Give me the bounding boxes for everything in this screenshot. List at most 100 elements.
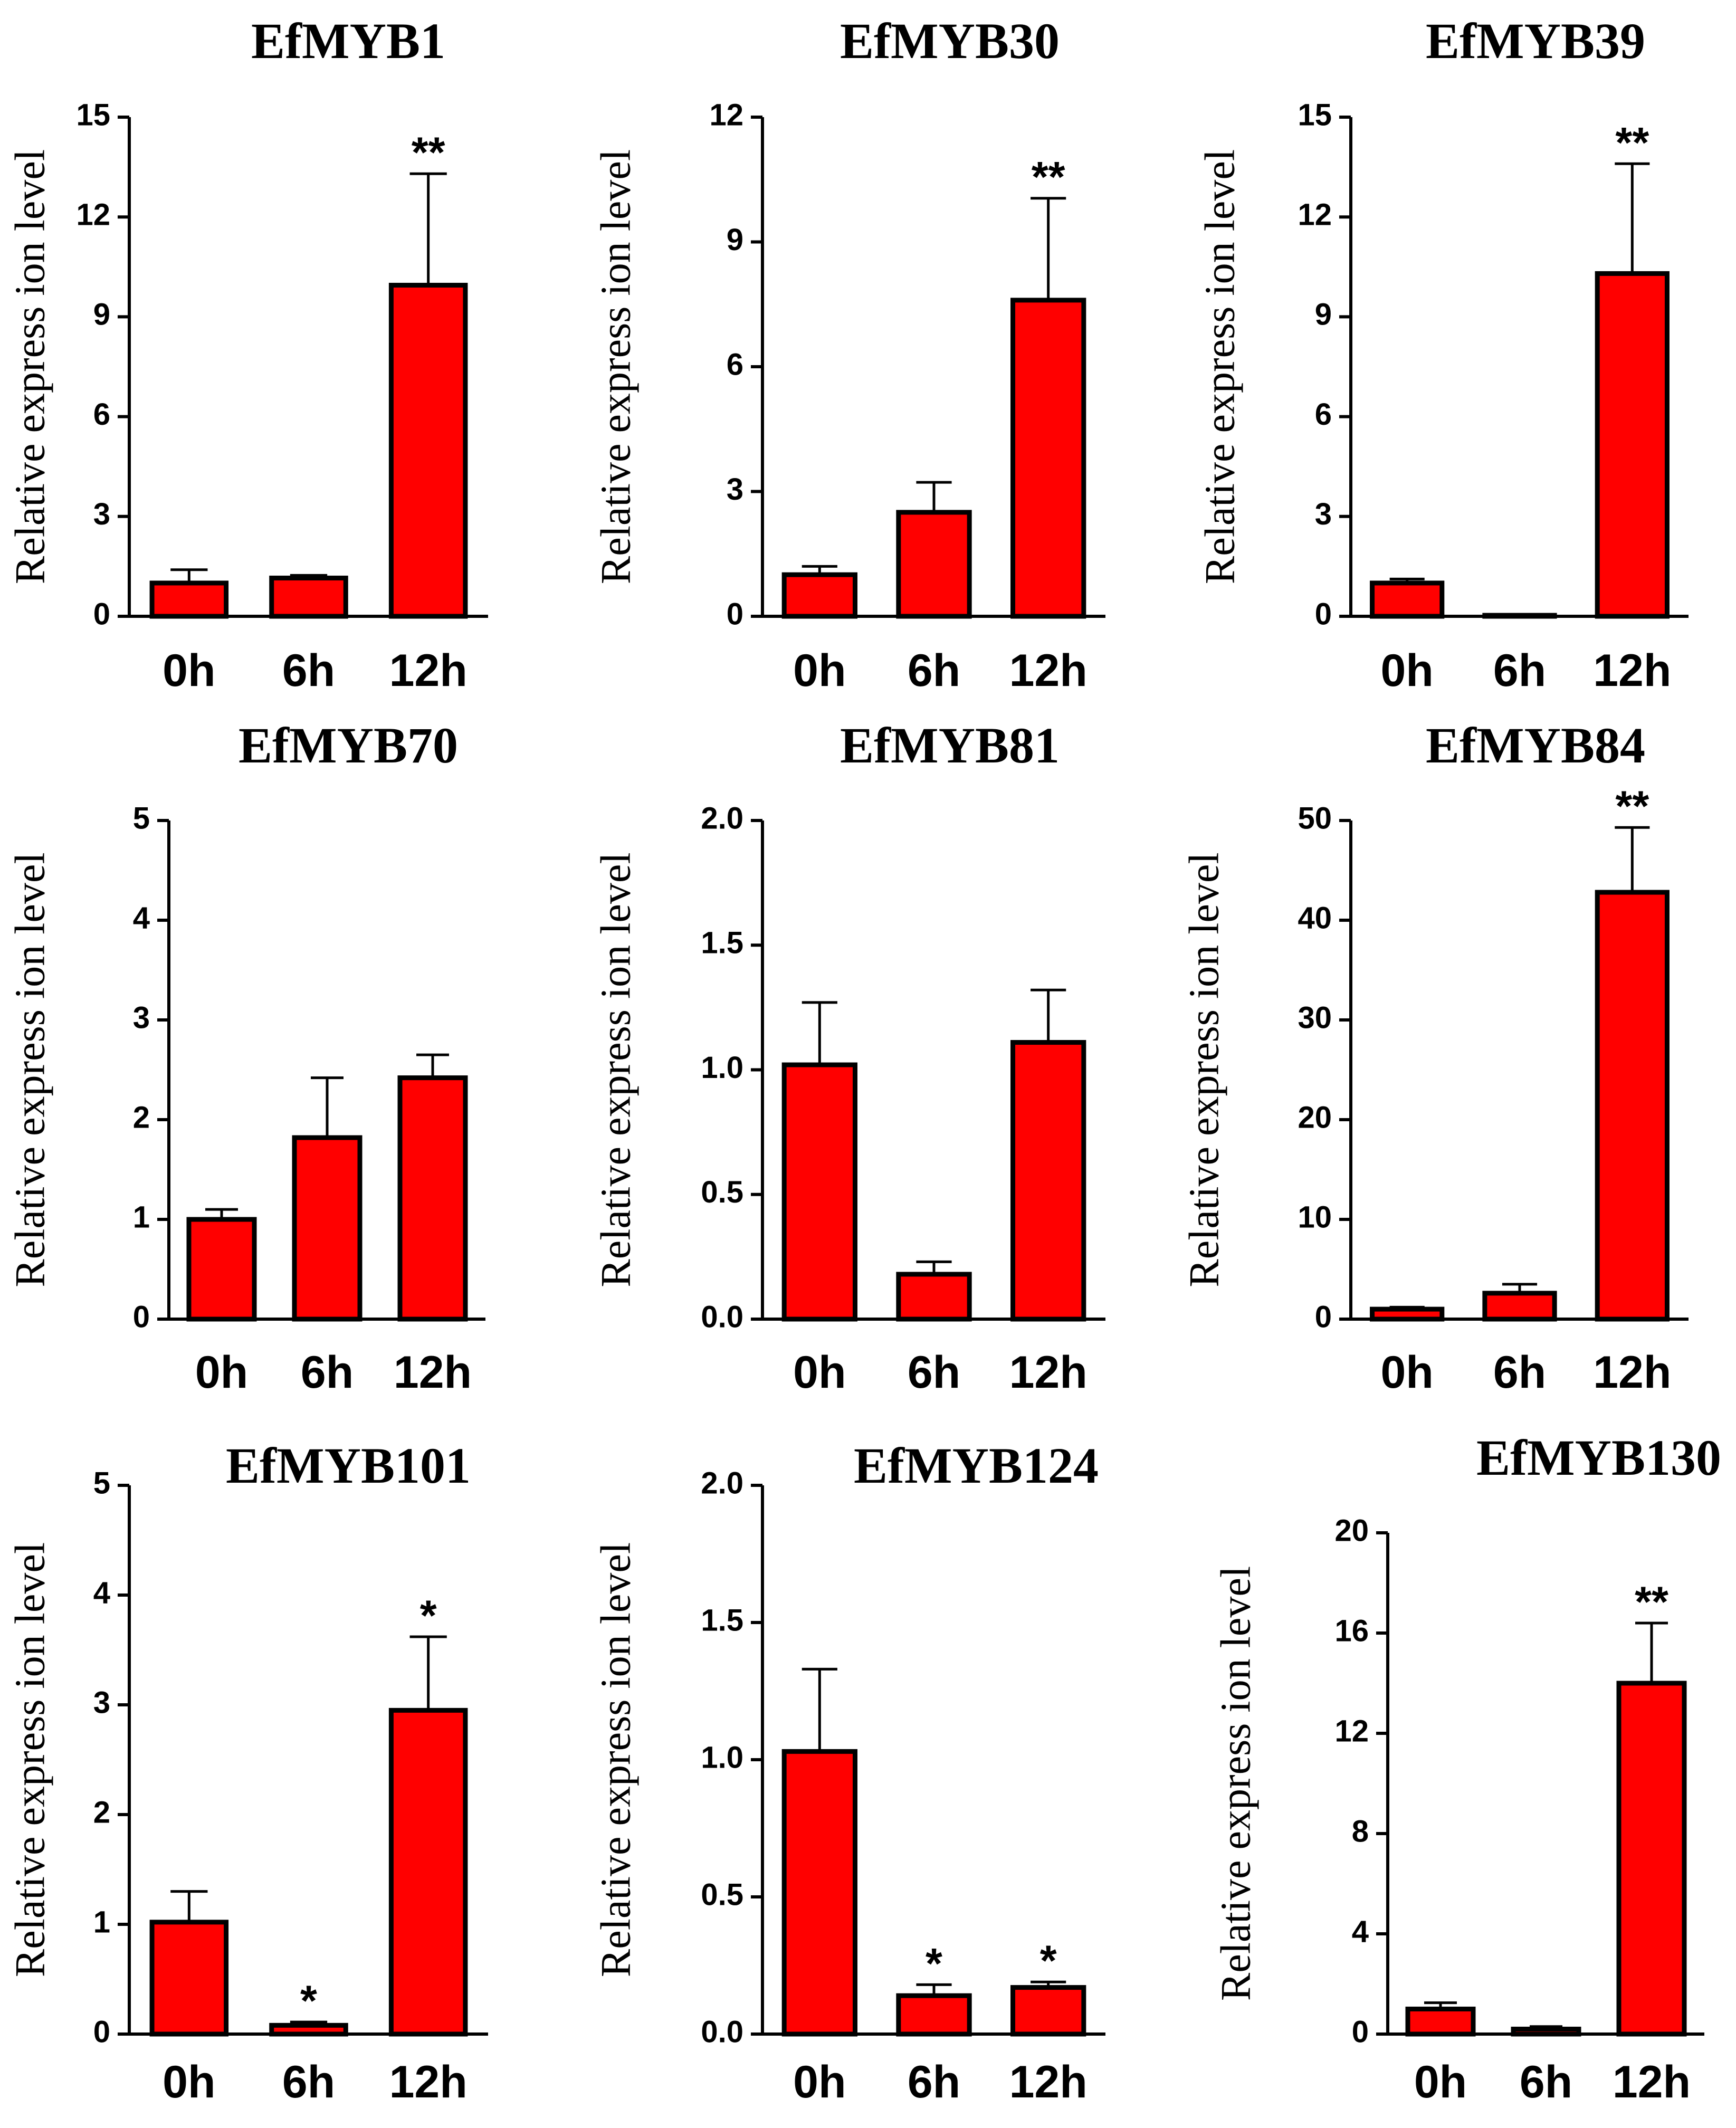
chart-title: EfMYB1 — [251, 13, 445, 69]
bar-6h — [1511, 2027, 1581, 2037]
y-tick-label: 6 — [1315, 397, 1332, 432]
y-tick-label: 10 — [1298, 1200, 1332, 1234]
y-tick-label: 5 — [133, 801, 150, 835]
y-tick-label: 40 — [1298, 901, 1332, 935]
y-tick-label: 15 — [1298, 98, 1332, 132]
y-tick-label: 15 — [76, 98, 110, 132]
y-tick-label: 5 — [93, 1466, 110, 1500]
chart-title: EfMYB39 — [1426, 13, 1645, 69]
significance-marker: * — [300, 1977, 317, 2025]
bar-0h — [1405, 2007, 1476, 2037]
y-axis-label: Relative express ion level — [1181, 852, 1227, 1287]
x-tick-label: 6h — [282, 645, 335, 696]
bar-0h — [149, 1920, 229, 2037]
y-tick-label: 0 — [133, 1300, 150, 1334]
y-tick-label: 0 — [1352, 2015, 1369, 2049]
x-tick-label: 12h — [1613, 2057, 1691, 2107]
y-tick-label: 30 — [1298, 1000, 1332, 1035]
bar-0h — [149, 580, 229, 619]
x-tick-label: 6h — [1493, 1347, 1546, 1398]
x-tick-label: 0h — [195, 1347, 248, 1398]
x-tick-label: 12h — [394, 1347, 472, 1398]
x-tick-label: 0h — [163, 2057, 215, 2107]
x-tick-label: 0h — [163, 645, 215, 696]
chart-title: EfMYB30 — [840, 13, 1060, 69]
chart-title: EfMYB124 — [854, 1437, 1099, 1494]
y-tick-label: 0.5 — [701, 1175, 743, 1209]
bar-6h — [896, 1993, 972, 2037]
y-tick-label: 4 — [133, 901, 150, 935]
chart-panel-efmyb124: EfMYB124 Relative express ion level 0.0 0.5… — [593, 1437, 1105, 2107]
bar-12h — [1010, 298, 1086, 619]
x-tick-label: 6h — [1520, 2057, 1572, 2107]
y-tick-label: 0 — [727, 597, 743, 631]
significance-marker: ** — [1635, 1578, 1668, 1626]
y-tick-label: 3 — [133, 1000, 150, 1035]
bar-6h — [896, 510, 972, 619]
y-axis-label: Relative express ion level — [7, 852, 53, 1287]
y-axis-label: Relative express ion level — [1197, 149, 1243, 584]
y-tick-label: 9 — [93, 298, 110, 332]
y-tick-label: 1.0 — [701, 1740, 743, 1774]
y-tick-label: 12 — [1334, 1714, 1369, 1748]
x-tick-label: 12h — [1593, 1347, 1671, 1398]
x-tick-label: 12h — [1009, 1347, 1088, 1398]
bar-12h — [1010, 1985, 1086, 2037]
y-tick-label: 2.0 — [701, 1466, 743, 1500]
y-tick-label: 20 — [1334, 1513, 1369, 1548]
y-tick-label: 0 — [1315, 597, 1332, 631]
chart-panel-efmyb70: EfMYB70 Relative express ion level 0 1 2 3 4 5 0… — [7, 717, 485, 1398]
x-tick-label: 12h — [1593, 645, 1671, 696]
significance-marker: * — [1040, 1937, 1057, 1985]
y-tick-label: 1 — [133, 1200, 150, 1234]
y-tick-label: 6 — [93, 397, 110, 432]
y-tick-label: 3 — [93, 1685, 110, 1720]
y-tick-label: 1.5 — [701, 1603, 743, 1637]
x-tick-label: 6h — [908, 645, 960, 696]
y-tick-label: 12 — [709, 98, 743, 132]
y-tick-label: 50 — [1298, 801, 1332, 835]
x-tick-label: 6h — [1493, 645, 1546, 696]
x-tick-label: 12h — [389, 645, 468, 696]
y-tick-label: 8 — [1352, 1814, 1369, 1848]
bar-6h — [896, 1272, 972, 1322]
bar-0h — [1370, 1306, 1445, 1322]
chart-panel-efmyb84: EfMYB84 Relative express ion level 0 10 20 30… — [1181, 717, 1689, 1398]
chart-panel-efmyb39: EfMYB39 Relative express ion level 0 3 6 9 12 1… — [1197, 13, 1689, 696]
chart-panel-efmyb1: EfMYB1 Relative express ion level 0 3 6 9 12 15… — [7, 13, 488, 696]
x-tick-label: 0h — [793, 2057, 846, 2107]
y-tick-label: 0 — [93, 2015, 110, 2049]
chart-title: EfMYB84 — [1426, 717, 1645, 774]
bar-6h — [292, 1135, 363, 1322]
y-tick-label: 6 — [727, 347, 743, 381]
bar-0h — [781, 1749, 857, 2037]
chart-title: EfMYB130 — [1476, 1429, 1721, 1486]
chart-panel-efmyb81: EfMYB81 Relative express ion level 0.0 0.5 1… — [593, 717, 1105, 1398]
y-tick-label: 3 — [93, 497, 110, 531]
y-tick-label: 0.0 — [701, 2015, 743, 2049]
y-tick-label: 1.5 — [701, 926, 743, 960]
y-tick-label: 2 — [93, 1795, 110, 1829]
y-tick-label: 2 — [133, 1100, 150, 1134]
bar-12h — [388, 1707, 468, 2037]
y-tick-label: 4 — [93, 1576, 110, 1610]
x-tick-label: 12h — [1009, 645, 1088, 696]
bar-0h — [781, 572, 857, 619]
y-tick-label: 2.0 — [701, 801, 743, 835]
significance-marker: * — [926, 1940, 942, 1988]
y-tick-label: 1.0 — [701, 1051, 743, 1085]
x-tick-label: 6h — [282, 2057, 335, 2107]
y-tick-label: 20 — [1298, 1100, 1332, 1134]
chart-panel-efmyb130: EfMYB130 Relative express ion level 0 4 8 12 1… — [1213, 1429, 1721, 2107]
bar-6h — [269, 2022, 348, 2037]
y-axis-label: Relative express ion level — [7, 1542, 53, 1977]
y-axis-label: Relative express ion level — [1213, 1566, 1259, 2001]
bar-6h — [1482, 1291, 1557, 1322]
y-tick-label: 9 — [1315, 298, 1332, 332]
x-tick-label: 12h — [1009, 2057, 1088, 2107]
y-tick-label: 16 — [1334, 1614, 1369, 1648]
significance-marker: * — [420, 1592, 437, 1640]
y-tick-label: 9 — [727, 223, 743, 257]
bar-6h — [1482, 613, 1557, 619]
